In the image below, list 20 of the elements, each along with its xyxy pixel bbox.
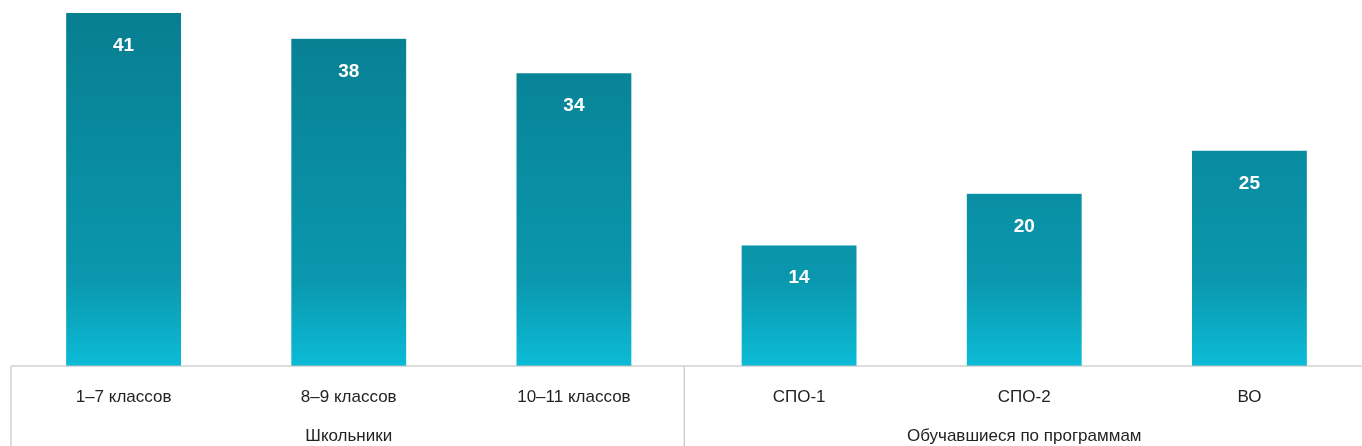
bar	[66, 13, 181, 366]
x-tick-label: 1–7 классов	[75, 387, 172, 406]
data-label: 41	[113, 34, 135, 55]
x-tick-label: СПО-1	[772, 387, 826, 406]
data-label: 38	[338, 59, 360, 81]
bar	[516, 73, 632, 366]
x-tick-label: 10–11 классов	[517, 387, 631, 406]
bar	[1192, 150, 1307, 366]
bar	[741, 245, 857, 366]
data-label: 34	[563, 94, 585, 116]
x-tick-label: СПО-2	[997, 387, 1051, 406]
text: Школьники	[305, 426, 393, 445]
x-tick-label: 8–9 классов	[300, 387, 397, 406]
bar	[291, 38, 407, 366]
data-label: 14	[788, 266, 811, 288]
text: Обучавшиеся по программам	[906, 426, 1142, 445]
data-label: 25	[1238, 171, 1261, 193]
bar	[966, 193, 1082, 366]
data-label: 20	[1013, 214, 1035, 236]
x-tick-label: ВО	[1237, 387, 1262, 406]
